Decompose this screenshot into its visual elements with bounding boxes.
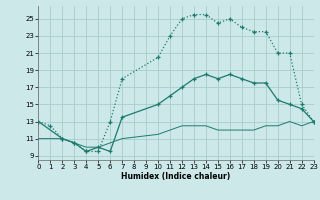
X-axis label: Humidex (Indice chaleur): Humidex (Indice chaleur): [121, 172, 231, 181]
